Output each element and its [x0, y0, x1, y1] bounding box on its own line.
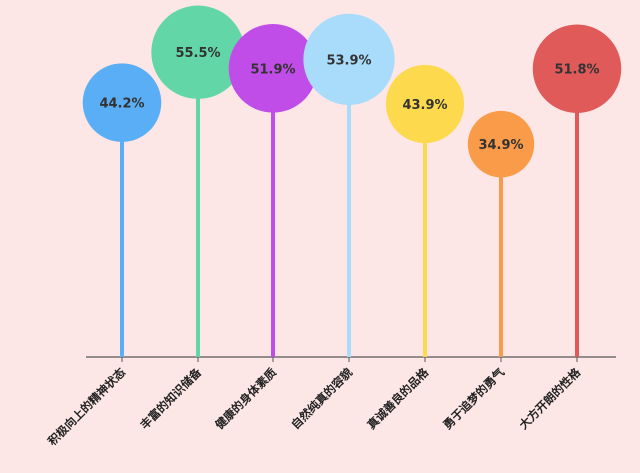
data-label-7: 51.8%	[554, 63, 599, 78]
data-label-3: 51.9%	[250, 62, 295, 77]
data-label-5: 43.9%	[402, 98, 447, 113]
category-label-2: 丰富的知识储备	[137, 365, 204, 432]
data-label-1: 44.2%	[99, 97, 144, 112]
point-2	[151, 5, 245, 99]
point-4	[303, 13, 395, 105]
point-7	[532, 24, 622, 113]
chart-marks: 44.2% 积极向上的精神状态 55.5% 丰富的知识储备 51.9% 健康的身体素质 53…	[45, 5, 622, 448]
category-label-1: 积极向上的精神状态	[45, 365, 128, 448]
point-5	[385, 64, 465, 144]
point-1	[82, 63, 162, 142]
data-label-4: 53.9%	[326, 53, 371, 68]
category-label-7: 大方开朗的性格	[516, 365, 583, 432]
point-3	[228, 23, 318, 113]
data-label-6: 34.9%	[478, 138, 523, 153]
category-label-3: 健康的身体素质	[212, 365, 279, 432]
category-label-6: 勇于追梦的勇气	[440, 365, 507, 432]
data-label-2: 55.5%	[175, 46, 220, 61]
category-label-5: 真诚善良的品格	[364, 365, 431, 432]
category-label-4: 自然纯真的容貌	[288, 365, 355, 432]
point-6	[467, 110, 535, 178]
